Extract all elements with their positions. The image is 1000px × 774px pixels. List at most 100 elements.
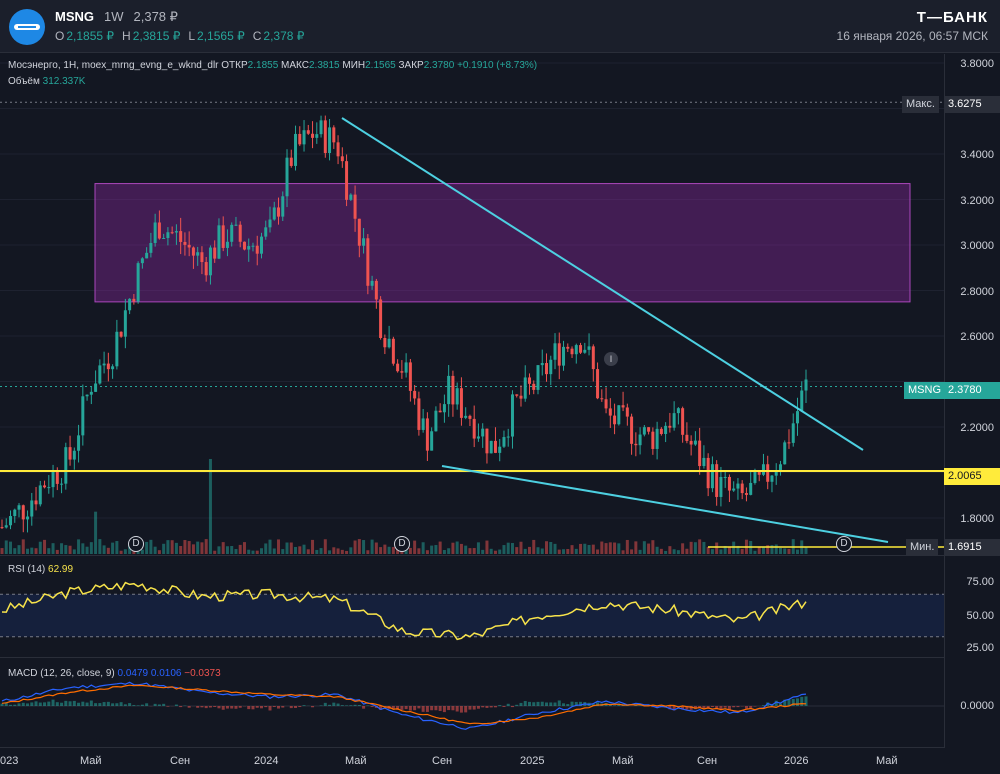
- macd-histogram-bar: [638, 705, 642, 706]
- price-tick: 2.6000: [960, 331, 994, 343]
- candle-body: [404, 362, 408, 373]
- volume-bar: [434, 545, 438, 554]
- volume-bar: [447, 548, 451, 554]
- volume-bar: [459, 543, 463, 554]
- dividend-marker[interactable]: D: [394, 536, 410, 552]
- macd-histogram-bar: [17, 703, 21, 706]
- macd-histogram-bar: [132, 705, 136, 706]
- candle-body: [391, 338, 395, 364]
- candle-body: [272, 207, 276, 220]
- macd-histogram-bar: [579, 701, 583, 706]
- rsi-pane[interactable]: RSI (14) 62.99: [0, 558, 944, 658]
- volume-bar: [668, 546, 672, 554]
- dividend-marker[interactable]: D: [128, 536, 144, 552]
- candle-body: [60, 483, 64, 485]
- macd-histogram-bar: [689, 706, 693, 710]
- volume-bar: [421, 542, 425, 554]
- candle-body: [621, 405, 625, 408]
- macd-pane[interactable]: MACD (12, 26, close, 9) 0.0479 0.0106 −0…: [0, 660, 944, 748]
- rsi-chart[interactable]: [0, 558, 944, 658]
- candle-body: [162, 238, 166, 240]
- candle-body: [357, 218, 361, 246]
- macd-histogram-bar: [778, 703, 782, 706]
- volume-bar: [391, 547, 395, 554]
- candle-body: [102, 363, 106, 366]
- candle-body: [706, 457, 710, 489]
- price-tick: 3.0000: [960, 240, 994, 252]
- macd-histogram-bar: [468, 706, 472, 710]
- time-tick: Май: [876, 755, 898, 767]
- volume-bar: [345, 550, 349, 554]
- price-tick: 1.8000: [960, 513, 994, 525]
- macd-histogram-bar: [145, 703, 149, 706]
- volume-bar: [162, 543, 166, 554]
- dividend-marker[interactable]: D: [836, 536, 852, 552]
- candle-body: [349, 194, 353, 200]
- macd-histogram-bar: [553, 702, 557, 706]
- volume-bar: [136, 550, 140, 554]
- candle-body: [174, 231, 178, 233]
- price-pane[interactable]: Мосэнерго, 1H, moex_mrng_evng_e_wknd_dlr…: [0, 54, 944, 556]
- macd-histogram-bar: [98, 703, 102, 706]
- volume-bar: [655, 546, 659, 554]
- candle-body: [545, 363, 549, 375]
- volume-bar: [647, 543, 651, 554]
- macd-histogram-bar: [272, 706, 276, 707]
- macd-histogram-bar: [396, 706, 400, 710]
- macd-histogram-bar: [102, 702, 106, 706]
- candle-body: [744, 493, 748, 495]
- candle-body: [710, 464, 714, 489]
- macd-histogram-bar: [370, 706, 374, 707]
- candle-body: [723, 476, 727, 478]
- volume-bar: [315, 549, 319, 554]
- volume-bar: [153, 546, 157, 554]
- volume-bar: [664, 550, 668, 554]
- min-price-label: Мин.: [906, 539, 939, 556]
- volume-bar: [519, 541, 523, 554]
- candle-body: [98, 365, 102, 384]
- candle-body: [634, 443, 638, 446]
- volume-bar: [370, 539, 374, 554]
- candle-body: [783, 442, 787, 465]
- volume-bar: [549, 541, 553, 554]
- macd-histogram-bar: [30, 702, 34, 706]
- volume-bar: [166, 540, 170, 554]
- volume-bar: [613, 542, 617, 554]
- volume-bar: [408, 547, 412, 554]
- candle-body: [298, 133, 302, 145]
- interval-label[interactable]: 1W: [104, 9, 124, 24]
- ticker-symbol[interactable]: MSNG: [55, 9, 94, 24]
- macd-histogram-bar: [668, 706, 672, 710]
- volume-bar: [387, 546, 391, 554]
- macd-histogram-bar: [281, 706, 285, 708]
- price-axis[interactable]: 3.8000 3.6000 3.4000 3.2000 3.0000 2.800…: [944, 54, 1000, 748]
- macd-histogram-bar: [234, 706, 238, 709]
- candle-body: [493, 440, 497, 453]
- candle-body: [778, 464, 782, 471]
- volume-bar: [17, 545, 21, 554]
- volume-bar: [277, 539, 281, 554]
- macd-histogram-bar: [413, 706, 417, 711]
- candle-body: [583, 349, 587, 353]
- macd-histogram-bar: [502, 706, 506, 707]
- candle-body: [438, 410, 442, 413]
- info-marker[interactable]: I: [604, 352, 618, 366]
- volume-bar: [55, 549, 59, 554]
- candle-body: [442, 404, 446, 413]
- macd-histogram-bar: [613, 705, 617, 706]
- macd-histogram-bar: [570, 701, 574, 706]
- candle-body: [672, 413, 676, 428]
- macd-histogram-bar: [21, 702, 25, 706]
- candle-body: [225, 241, 229, 248]
- time-axis[interactable]: 023 Май Сен 2024 Май Сен 2025 Май Сен 20…: [0, 749, 944, 774]
- price-chart[interactable]: [0, 54, 944, 556]
- macd-histogram-bar: [106, 701, 110, 706]
- time-tick: 023: [0, 755, 19, 767]
- volume-bar: [238, 544, 242, 554]
- macd-histogram-bar: [519, 702, 523, 706]
- volume-bar: [9, 541, 13, 554]
- candle-body: [613, 415, 617, 425]
- macd-histogram-bar: [208, 706, 212, 708]
- macd-histogram-bar: [196, 706, 200, 708]
- macd-chart[interactable]: [0, 660, 944, 748]
